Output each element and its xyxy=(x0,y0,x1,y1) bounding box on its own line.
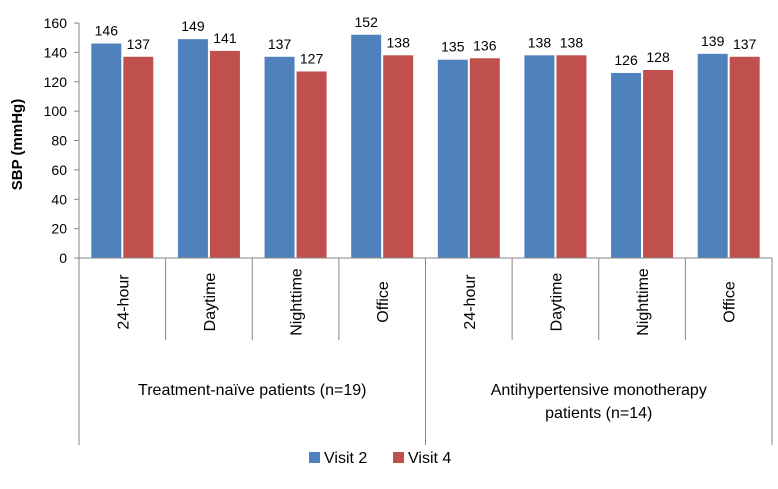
bar-visit-4 xyxy=(209,50,240,258)
legend-entry: Visit 4 xyxy=(408,450,451,467)
bar-visit-4 xyxy=(123,56,154,258)
data-label: 152 xyxy=(355,14,379,30)
category-label: Daytime xyxy=(548,273,565,332)
group-label: Antihypertensive monotherapy xyxy=(491,382,707,399)
category-label: 24-hour xyxy=(462,274,479,330)
data-label: 137 xyxy=(268,36,292,52)
data-label: 128 xyxy=(646,49,670,65)
bar-visit-2 xyxy=(437,59,468,258)
bar-visit-2 xyxy=(524,55,555,258)
data-label: 146 xyxy=(95,23,119,39)
legend-swatch xyxy=(309,452,320,463)
bar-visit-4 xyxy=(556,55,587,258)
y-tick-label: 140 xyxy=(44,44,68,60)
group-label: Treatment-naïve patients (n=19) xyxy=(138,382,366,399)
legend-swatch xyxy=(393,452,404,463)
data-label: 137 xyxy=(127,36,151,52)
data-label: 135 xyxy=(441,39,465,55)
data-label: 126 xyxy=(614,52,638,68)
category-label: Office xyxy=(722,281,739,323)
category-label: 24-hour xyxy=(115,274,132,330)
legend-entry: Visit 2 xyxy=(324,450,367,467)
bar-visit-4 xyxy=(729,56,760,258)
y-tick-label: 0 xyxy=(59,250,67,266)
data-label: 137 xyxy=(733,36,757,52)
bar-visit-4 xyxy=(296,71,327,258)
bar-visit-4 xyxy=(383,55,414,258)
category-label: Nighttime xyxy=(635,268,652,336)
bar-visit-2 xyxy=(611,72,642,258)
data-label: 141 xyxy=(213,30,237,46)
y-tick-label: 60 xyxy=(51,162,67,178)
bar-visit-2 xyxy=(177,39,208,258)
data-label: 138 xyxy=(387,34,411,50)
bar-visit-4 xyxy=(469,58,500,258)
data-label: 149 xyxy=(181,18,205,34)
y-tick-label: 120 xyxy=(44,74,68,90)
bar-visit-2 xyxy=(264,56,295,258)
data-label: 138 xyxy=(528,34,552,50)
category-label: Nighttime xyxy=(289,268,306,336)
group-label: patients (n=14) xyxy=(545,405,652,422)
data-label: 136 xyxy=(473,37,497,53)
data-label: 139 xyxy=(701,33,725,49)
category-label: Daytime xyxy=(202,273,219,332)
y-tick-label: 100 xyxy=(44,103,68,119)
bar-visit-2 xyxy=(697,53,728,258)
y-tick-label: 20 xyxy=(51,221,67,237)
category-label: Office xyxy=(375,281,392,323)
bar-visit-2 xyxy=(351,34,382,258)
y-tick-label: 80 xyxy=(51,133,67,149)
y-tick-label: 160 xyxy=(44,15,68,31)
y-axis-title: SBP (mmHg) xyxy=(9,99,26,190)
y-tick-label: 40 xyxy=(51,191,67,207)
bar-visit-4 xyxy=(643,70,674,258)
data-label: 127 xyxy=(300,50,324,66)
bar-visit-2 xyxy=(91,43,122,258)
data-label: 138 xyxy=(560,34,584,50)
